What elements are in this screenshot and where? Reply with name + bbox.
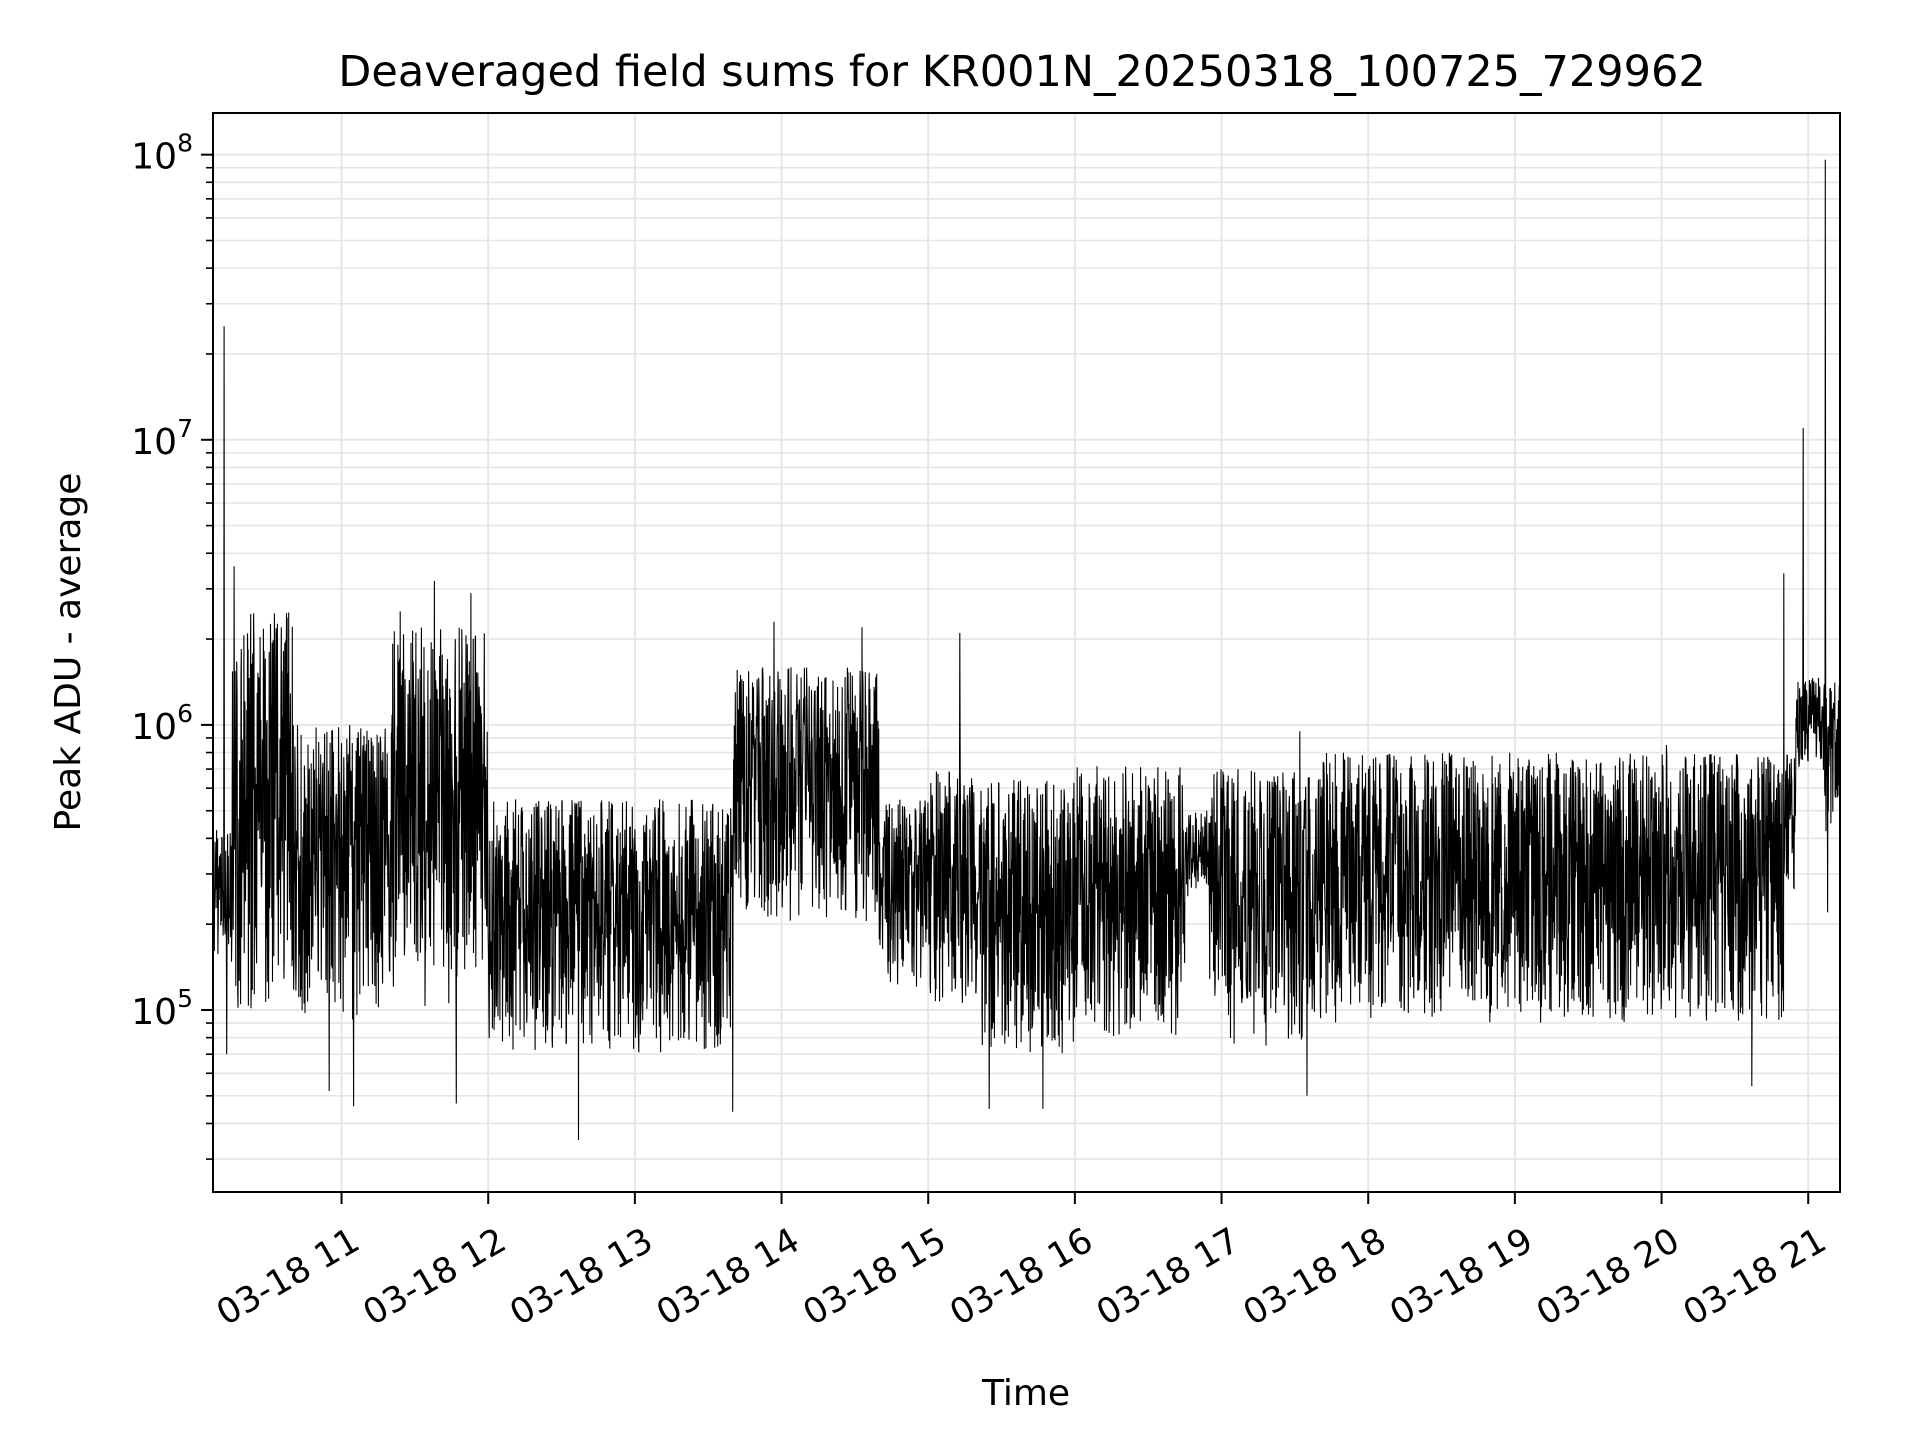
x-axis-label: Time xyxy=(981,1373,1070,1414)
series-group xyxy=(212,159,1841,1141)
series-line xyxy=(212,159,1841,1141)
x-tick-label: 03-18 13 xyxy=(503,1221,659,1334)
x-tick-label: 03-18 21 xyxy=(1677,1221,1833,1334)
y-tick-label: 105 xyxy=(131,984,193,1033)
x-tick-label: 03-18 18 xyxy=(1237,1221,1393,1334)
y-axis: 105 106 107 108 xyxy=(131,129,213,1160)
y-axis-label: Peak ADU - average xyxy=(48,473,89,832)
y-tick-label: 106 xyxy=(131,699,193,748)
x-tick-label: 03-18 20 xyxy=(1530,1221,1686,1334)
y-tick-label: 108 xyxy=(131,129,193,178)
x-tick-label: 03-18 19 xyxy=(1383,1221,1539,1334)
x-tick-label: 03-18 14 xyxy=(650,1221,806,1334)
x-tick-label: 03-18 16 xyxy=(943,1221,1099,1334)
y-tick-label: 107 xyxy=(131,414,193,463)
x-tick-label: 03-18 11 xyxy=(210,1221,366,1334)
x-tick-label: 03-18 17 xyxy=(1090,1221,1246,1334)
chart-title: Deaveraged field sums for KR001N_2025031… xyxy=(338,47,1705,97)
x-tick-label: 03-18 12 xyxy=(357,1221,513,1334)
grid-lines xyxy=(213,113,1840,1192)
x-tick-label: 03-18 15 xyxy=(797,1221,953,1334)
plot-area-frame xyxy=(212,112,1841,1193)
